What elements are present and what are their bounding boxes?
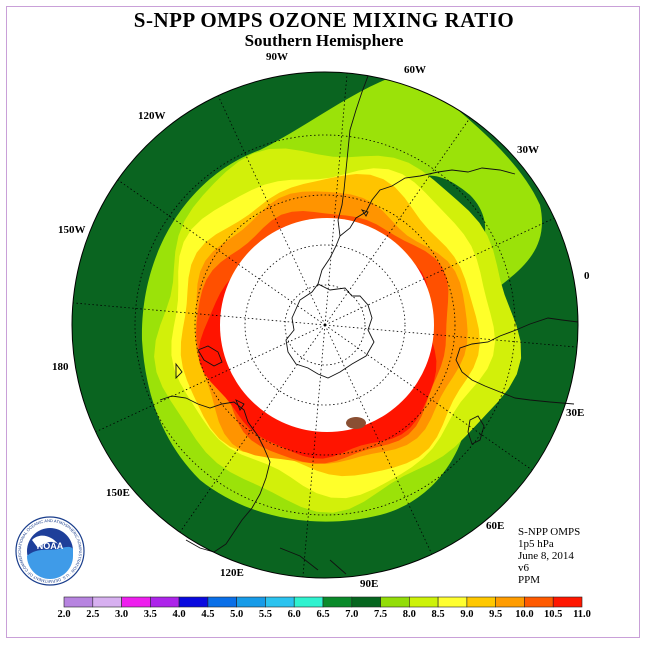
lon-label-30e: 30E [566, 407, 584, 419]
info-instrument: S-NPP OMPS [518, 526, 581, 538]
colorbar-tick-label: 2.0 [57, 609, 70, 620]
latitude-circle [194, 194, 456, 456]
colorbar-swatch [121, 596, 151, 608]
lon-label-150w: 150W [58, 224, 86, 236]
colorbar-swatch [236, 596, 266, 608]
colorbar-labels: 2.0 2.5 3.0 3.5 4.0 4.5 5.0 5.5 6.0 6.5 7.0 7.5 8.0 8… [57, 609, 590, 620]
coastline-south-america [337, 75, 516, 237]
map-title: S-NPP OMPS OZONE MIXING RATIO [133, 8, 515, 32]
map-border [71, 71, 579, 579]
lon-label-180: 180 [52, 361, 69, 373]
colorbar-tick-label: 3.5 [144, 609, 157, 620]
colorbar-swatch [293, 596, 324, 608]
colorbar-tick-label: 7.5 [374, 609, 387, 620]
lon-label-150e: 150E [106, 487, 130, 499]
colorbar-tick-label: 2.5 [86, 609, 99, 620]
coastline-tasmania [235, 399, 245, 411]
colorbar-tick-label: 6.0 [288, 609, 301, 620]
lon-label-60w: 60W [404, 64, 426, 76]
colorbar-swatch [92, 596, 122, 608]
info-units: PPM [518, 574, 541, 586]
lon-label-90e: 90E [360, 578, 378, 590]
colorbar-swatch [408, 596, 439, 608]
colorbar-tick-label: 5.0 [230, 609, 243, 620]
map-subtitle: Southern Hemisphere [244, 31, 404, 50]
coastlines [159, 75, 579, 575]
colorbar-boxes [63, 596, 583, 608]
colorbar-swatch [380, 596, 410, 608]
latitude-circle [284, 284, 366, 366]
colorbar-tick-label: 10.5 [544, 609, 562, 620]
lon-label-90w: 90W [266, 51, 288, 63]
figure-frame [6, 6, 640, 638]
colorbar-tick-label: 7.0 [345, 609, 358, 620]
coastline-antarctica [285, 283, 375, 379]
colorbar-swatch [178, 596, 209, 608]
info-date: June 8, 2014 [518, 550, 574, 562]
coastline-falklands [360, 209, 369, 217]
lon-label-0: 0 [584, 270, 590, 282]
colorbar-tick-label: 8.0 [403, 609, 416, 620]
colorbar-tick-label: 4.5 [201, 609, 214, 620]
colorbar-swatch [207, 596, 237, 608]
info-version: v6 [518, 562, 529, 574]
colorbar-tick-label: 11.0 [573, 609, 591, 620]
latitude-circle [244, 244, 406, 406]
colorbar-swatch [466, 596, 496, 608]
colorbar-tick-label: 9.0 [460, 609, 473, 620]
colorbar-tick-label: 4.0 [173, 609, 186, 620]
info-block: S-NPP OMPS 1p5 hPa June 8, 2014 v6 PPM [518, 526, 580, 586]
colorbar-swatch [63, 596, 94, 608]
no-data-polar-hole [220, 218, 434, 432]
coastline-africa [455, 317, 579, 405]
ozone-maximum-spot [346, 417, 366, 429]
lon-label-60e: 60E [486, 520, 504, 532]
colorbar-swatch [495, 596, 525, 608]
logo-text: NOAA [37, 541, 64, 551]
colorbar-swatch [437, 596, 468, 608]
colorbar-tick-label: 10.0 [515, 609, 533, 620]
colorbar-swatch [150, 596, 180, 608]
coastline-madagascar [467, 415, 485, 445]
latitude-circle [134, 134, 516, 516]
colorbar-tick-label: 6.5 [316, 609, 329, 620]
coastline-new-zealand [175, 345, 223, 380]
coastline-antarctic-peninsula [317, 235, 341, 285]
lon-label-120e: 120E [220, 567, 244, 579]
graticule [72, 72, 578, 578]
colorbar-swatch [524, 596, 554, 608]
lon-label-120w: 120W [138, 110, 166, 122]
colorbar-tick-label: 3.0 [115, 609, 128, 620]
colorbar-swatch [351, 596, 381, 608]
colorbar-swatch [265, 596, 295, 608]
colorbar-swatch [322, 596, 353, 608]
colorbar-tick-label: 9.5 [489, 609, 502, 620]
colorbar-swatch [552, 596, 583, 608]
info-level: 1p5 hPa [518, 538, 554, 550]
colorbar-tick-label: 8.5 [432, 609, 445, 620]
coastline-indonesia [279, 547, 347, 575]
colorbar-tick-label: 5.5 [259, 609, 272, 620]
lon-label-30w: 30W [517, 144, 539, 156]
coastline-australia [159, 395, 271, 553]
